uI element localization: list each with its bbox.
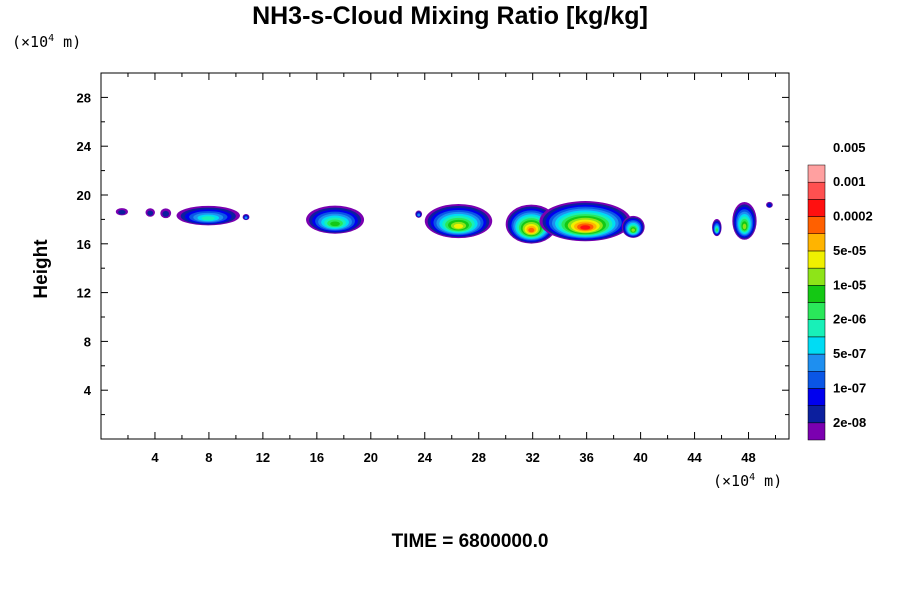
colorbar-swatch [807, 319, 826, 338]
x-tick-label: 4 [151, 450, 159, 465]
colorbar-label: 0.005 [833, 140, 866, 155]
colorbar-label: 1e-07 [833, 380, 866, 395]
cloud-patch [306, 205, 365, 234]
colorbar-label: 0.0002 [833, 209, 873, 224]
x-tick-label: 24 [418, 450, 433, 465]
colorbar-swatch [807, 302, 826, 320]
colorbar-swatch [807, 405, 826, 424]
colorbar-swatch [807, 422, 826, 441]
cloud-contour [118, 209, 126, 215]
x-axis-unit: (×104 m) [713, 472, 783, 490]
colorbar-swatch [807, 199, 826, 217]
cloud-patch [732, 201, 757, 240]
colorbar-swatch [807, 353, 826, 372]
x-tick-label: 44 [687, 450, 702, 465]
cloud-patch [145, 208, 155, 217]
cloud-contour [580, 225, 591, 230]
cloud-contour [767, 204, 771, 207]
cloud-contour [742, 223, 747, 230]
x-tick-label: 12 [256, 450, 270, 465]
cloud-contour [453, 223, 464, 229]
cloud-patch [621, 215, 645, 238]
cloud-contour [162, 210, 170, 217]
cloud-patch [160, 208, 172, 219]
y-tick-label: 4 [84, 383, 92, 398]
colorbar-swatch [807, 164, 826, 183]
plot-frame [100, 72, 790, 440]
cloud-contour [147, 210, 154, 216]
colorbar-swatch [807, 267, 826, 286]
colorbar-label: 2e-06 [833, 312, 866, 327]
cloud-patch [115, 208, 128, 216]
x-tick-label: 20 [364, 450, 378, 465]
y-tick-label: 24 [77, 139, 92, 154]
x-tick-label: 16 [310, 450, 324, 465]
cloud-patch [424, 203, 493, 239]
cloud-patch [415, 210, 423, 218]
x-tick-label: 36 [579, 450, 593, 465]
cloud-contour [631, 228, 635, 232]
cloud-patch [539, 201, 632, 242]
cloud-contour [201, 216, 215, 221]
y-tick-label: 28 [77, 90, 91, 105]
colorbar-swatch [807, 371, 826, 389]
colorbar-label: 1e-05 [833, 277, 866, 292]
x-tick-label: 40 [633, 450, 647, 465]
cloud-patch [766, 201, 773, 208]
colorbar-swatch [807, 285, 826, 303]
y-tick-label: 16 [77, 237, 91, 252]
cloud-patch [242, 214, 250, 221]
colorbar-label: 5e-07 [833, 346, 866, 361]
colorbar: 2e-08 1e-07 5e-07 2e-06 1e-05 5e-05 0.0002 0.00… [807, 140, 873, 441]
colorbar-swatch [807, 181, 826, 200]
cloud-field [115, 201, 773, 244]
cloud-patch [176, 205, 240, 226]
x-tick-label: 28 [471, 450, 485, 465]
y-axis-unit: (×104 m) [12, 33, 82, 51]
x-tick-label: 8 [205, 450, 212, 465]
colorbar-swatch [807, 336, 826, 355]
cloud-contour [244, 216, 248, 220]
x-tick-label: 48 [741, 450, 755, 465]
cloud-contour [330, 221, 340, 227]
colorbar-swatch [807, 388, 826, 406]
cloud-contour [417, 213, 420, 217]
colorbar-label: 0.001 [833, 174, 866, 189]
x-tick-label: 32 [525, 450, 539, 465]
colorbar-label: 5e-05 [833, 243, 866, 258]
cloud-patch [712, 219, 722, 237]
colorbar-label: 2e-08 [833, 415, 866, 430]
colorbar-swatch [807, 233, 826, 252]
colorbar-swatch [807, 216, 826, 234]
cloud-contour [715, 228, 719, 232]
y-tick-label: 20 [77, 188, 91, 203]
time-label: TIME = 6800000.0 [391, 531, 549, 552]
cloud-contour [528, 227, 535, 233]
y-tick-label: 12 [77, 286, 91, 301]
chart-title: NH3-s-Cloud Mixing Ratio [kg/kg] [252, 2, 648, 30]
colorbar-swatch [807, 250, 826, 269]
y-tick-label: 8 [84, 334, 91, 349]
